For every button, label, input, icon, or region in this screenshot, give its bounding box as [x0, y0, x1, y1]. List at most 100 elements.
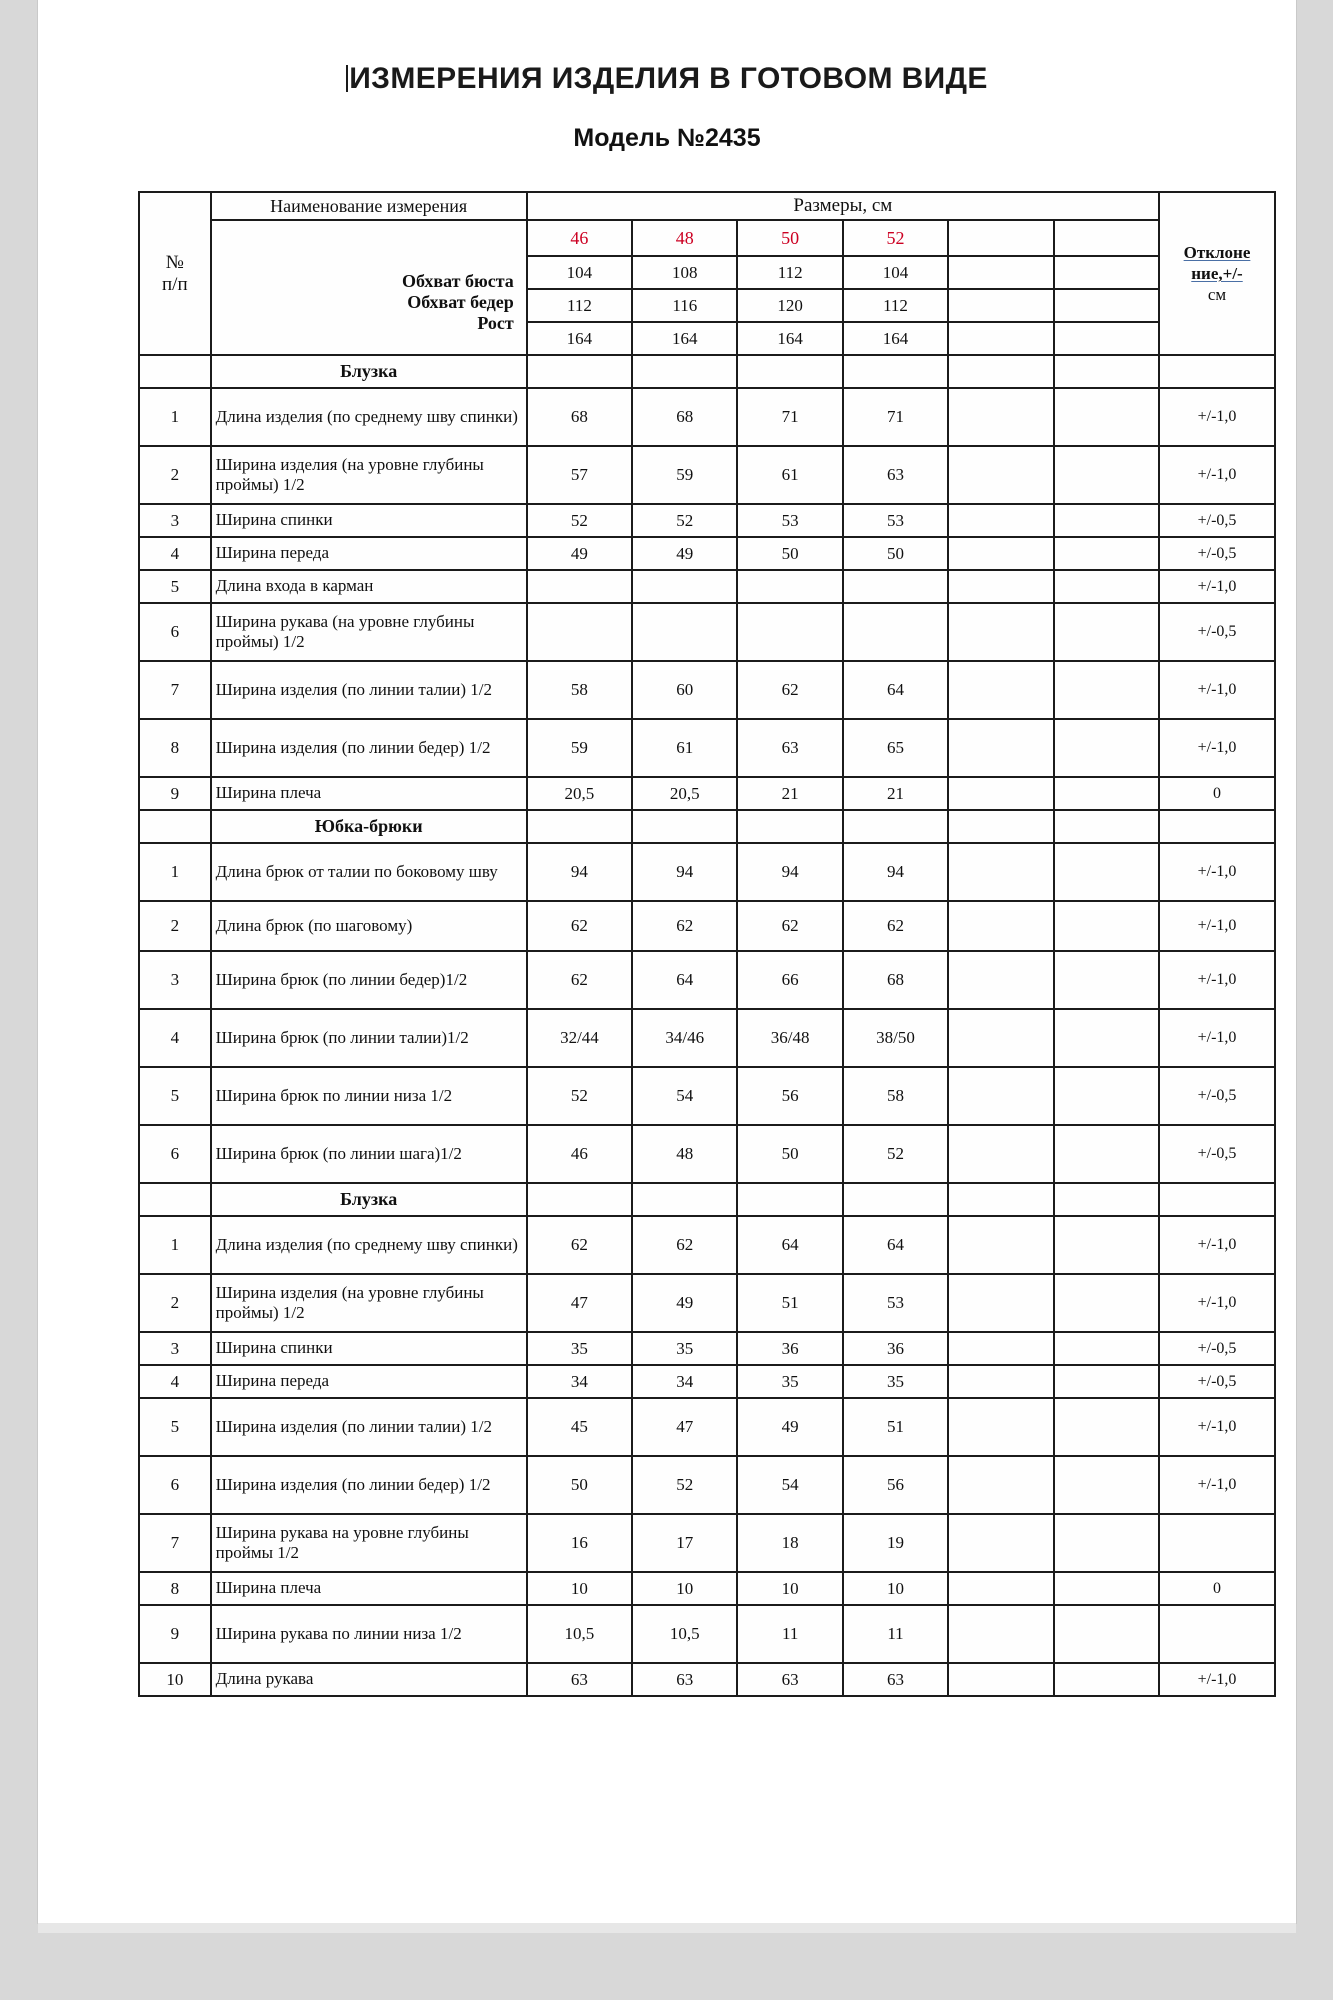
- cell-value-2: 11: [736, 1604, 844, 1664]
- cell-deviation: +/-1,0: [1158, 1273, 1276, 1333]
- row-number: 4: [138, 1008, 212, 1068]
- table-row: 3 Ширина брюк (по линии бедер)1/2 62 64 66 68…: [138, 950, 1276, 1010]
- cell-value-5: [1052, 1273, 1161, 1333]
- cell-value-3: 58: [841, 1066, 950, 1126]
- cell-value-1: 60: [631, 660, 739, 720]
- section-blank-2: [736, 354, 844, 389]
- cell-deviation: [1158, 1513, 1276, 1573]
- row-number: 2: [138, 445, 212, 505]
- cell-value-2: 21: [736, 776, 844, 811]
- spec-value-2-2: 164: [736, 321, 844, 356]
- header-name-cell: Наименование измерения: [209, 191, 528, 221]
- cell-value-1: 52: [631, 503, 739, 538]
- header-deviation-line1: Отклоне: [1183, 242, 1251, 262]
- spec-value-2-5: [1052, 321, 1161, 356]
- cell-value-1: 68: [631, 387, 739, 447]
- cell-value-4: [947, 602, 1055, 662]
- row-number: 4: [138, 536, 212, 571]
- cell-value-0: 62: [525, 950, 634, 1010]
- cell-value-0: 57: [525, 445, 634, 505]
- cell-value-0: [525, 569, 634, 604]
- section-blank-3: [841, 354, 950, 389]
- spec-value-0-5: [1052, 255, 1161, 290]
- row-label: Ширина изделия (по линии бедер) 1/2: [209, 1455, 528, 1515]
- cell-value-4: [947, 950, 1055, 1010]
- table-header-row: № п/п Наименование измерения Размеры, см Отк…: [138, 191, 1276, 356]
- row-label: Длина рукава: [209, 1662, 528, 1697]
- table-row: 10 Длина рукава 63 63 63 63 +/-1,0: [138, 1662, 1276, 1697]
- table-row: 5 Длина входа в карман +/-1,0: [138, 569, 1276, 604]
- cell-deviation: +/-0,5: [1158, 1124, 1276, 1184]
- cell-value-2: 66: [736, 950, 844, 1010]
- sheet-bottom-edge: [38, 1923, 1296, 1933]
- spec-value-2-0: 164: [525, 321, 634, 356]
- table-row: 7 Ширина рукава на уровне глубины проймы …: [138, 1513, 1276, 1573]
- table-row: 8 Ширина изделия (по линии бедер) 1/2 59 61…: [138, 718, 1276, 778]
- cell-deviation: +/-1,0: [1158, 900, 1276, 952]
- cell-value-3: 50: [841, 536, 950, 571]
- section-blank-4: [947, 1182, 1055, 1217]
- cell-value-4: [947, 1215, 1055, 1275]
- cell-value-2: 94: [736, 842, 844, 902]
- size-label-empty-4: [947, 219, 1055, 257]
- page-title-text: ИЗМЕРЕНИЯ ИЗДЕЛИЯ В ГОТОВОМ ВИДЕ: [349, 62, 988, 95]
- cell-value-0: 32/44: [525, 1008, 634, 1068]
- table-row: 1 Длина брюк от талии по боковому шву 94 94…: [138, 842, 1276, 902]
- cell-value-1: 62: [631, 1215, 739, 1275]
- text-cursor: [346, 65, 349, 92]
- cell-value-2: 62: [736, 900, 844, 952]
- cell-value-0: 47: [525, 1273, 634, 1333]
- measurements-table-body: № п/п Наименование измерения Размеры, см Отк…: [138, 191, 1276, 1697]
- row-number: 1: [138, 387, 212, 447]
- section-blank-3: [841, 809, 950, 844]
- cell-value-5: [1052, 1331, 1161, 1366]
- cell-value-4: [947, 1008, 1055, 1068]
- cell-value-0: 62: [525, 1215, 634, 1275]
- cell-value-1: 35: [631, 1331, 739, 1366]
- section-deviation-blank: [1158, 354, 1276, 389]
- page-title: ИЗМЕРЕНИЯ ИЗДЕЛИЯ В ГОТОВОМ ВИДЕ: [38, 62, 1296, 96]
- cell-value-3: 64: [841, 1215, 950, 1275]
- section-blank-1: [631, 1182, 739, 1217]
- cell-value-4: [947, 503, 1055, 538]
- row-number: 10: [138, 1662, 212, 1697]
- cell-value-1: 63: [631, 1662, 739, 1697]
- cell-value-4: [947, 1124, 1055, 1184]
- cell-value-3: 38/50: [841, 1008, 950, 1068]
- row-number: 6: [138, 602, 212, 662]
- row-label: Ширина брюк (по линии бедер)1/2: [209, 950, 528, 1010]
- cell-value-3: 11: [841, 1604, 950, 1664]
- row-label: Ширина переда: [209, 1364, 528, 1399]
- cell-value-5: [1052, 445, 1161, 505]
- model-subtitle: Модель №2435: [573, 124, 761, 152]
- cell-value-5: [1052, 1008, 1161, 1068]
- cell-value-5: [1052, 776, 1161, 811]
- row-number: 5: [138, 569, 212, 604]
- cell-value-5: [1052, 387, 1161, 447]
- section-blank-4: [947, 354, 1055, 389]
- paper-sheet: ИЗМЕРЕНИЯ ИЗДЕЛИЯ В ГОТОВОМ ВИДЕ Модель …: [38, 0, 1296, 1923]
- section-blank-1: [631, 809, 739, 844]
- cell-value-5: [1052, 950, 1161, 1010]
- cell-value-0: 34: [525, 1364, 634, 1399]
- row-number: 3: [138, 1331, 212, 1366]
- cell-deviation: +/-1,0: [1158, 1397, 1276, 1457]
- cell-value-0: 63: [525, 1662, 634, 1697]
- cell-value-5: [1052, 1066, 1161, 1126]
- table-row: 5 Ширина брюк по линии низа 1/2 52 54 56 58 +/…: [138, 1066, 1276, 1126]
- cell-value-5: [1052, 718, 1161, 778]
- cell-value-5: [1052, 602, 1161, 662]
- header-number-cell: № п/п: [138, 191, 212, 356]
- cell-value-1: 49: [631, 536, 739, 571]
- cell-deviation: +/-1,0: [1158, 718, 1276, 778]
- section-header-row: Юбка-брюки: [138, 809, 1276, 844]
- cell-value-3: 52: [841, 1124, 950, 1184]
- section-title-0: Блузка: [209, 354, 528, 389]
- cell-value-5: [1052, 842, 1161, 902]
- cell-deviation: +/-0,5: [1158, 503, 1276, 538]
- cell-deviation: +/-0,5: [1158, 1364, 1276, 1399]
- table-row: 5 Ширина изделия (по линии талии) 1/2 45 47…: [138, 1397, 1276, 1457]
- row-number: 5: [138, 1066, 212, 1126]
- cell-value-1: 17: [631, 1513, 739, 1573]
- cell-value-4: [947, 718, 1055, 778]
